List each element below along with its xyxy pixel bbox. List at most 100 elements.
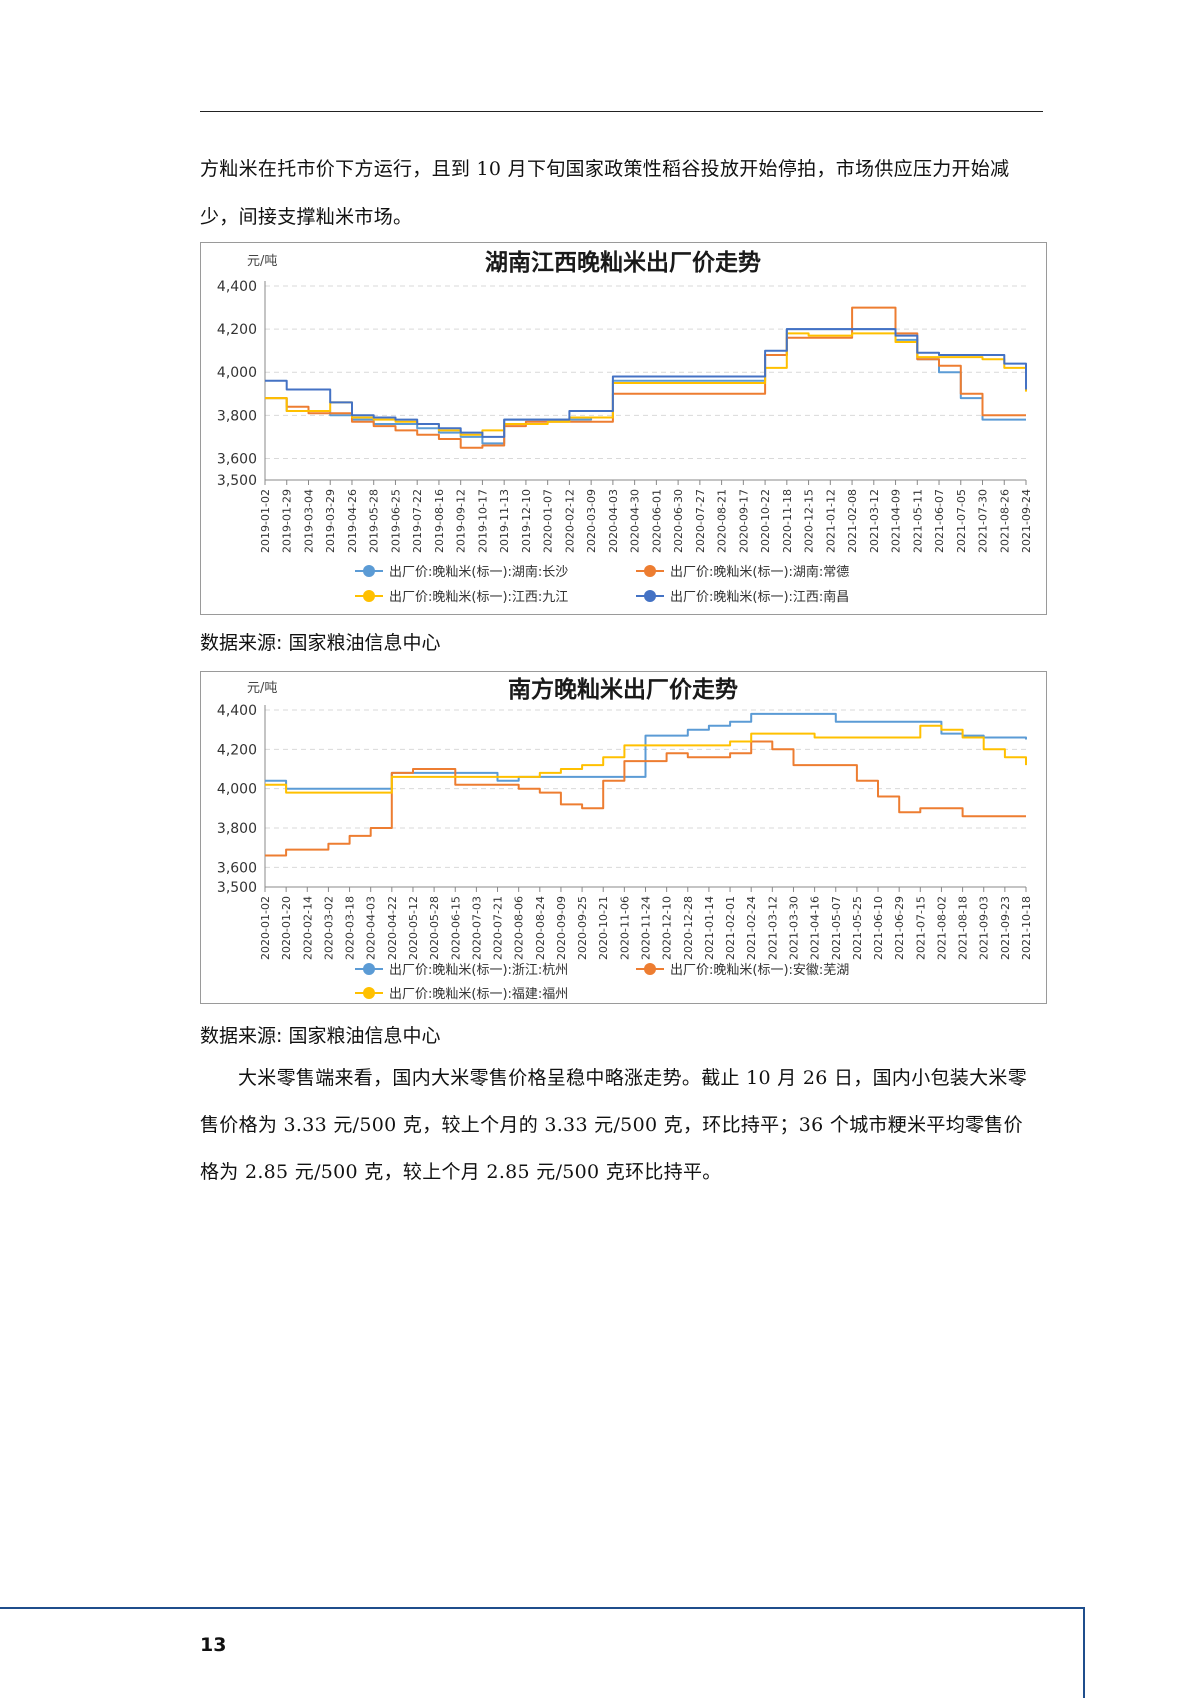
x-tick-label: 2021-06-07 [933, 489, 946, 553]
x-tick-label: 2019-05-28 [368, 489, 381, 553]
y-tick-label: 3,800 [217, 408, 257, 424]
x-tick-label: 2020-04-30 [629, 489, 642, 553]
x-tick-label: 2020-10-21 [597, 896, 610, 960]
x-tick-label: 2020-11-18 [781, 489, 794, 553]
legend-label: 出厂价:晚籼米(标一):江西:南昌 [670, 589, 849, 605]
x-tick-label: 2020-12-10 [661, 896, 674, 960]
header-rule [200, 111, 1043, 112]
x-tick-label: 2021-01-14 [703, 896, 716, 960]
x-tick-label: 2020-08-24 [534, 896, 547, 960]
x-tick-label: 2021-02-24 [745, 896, 758, 960]
y-tick-label: 3,600 [217, 451, 257, 467]
x-tick-label: 2019-03-04 [302, 489, 315, 553]
x-tick-label: 2019-08-16 [433, 489, 446, 553]
legend-label: 出厂价:晚籼米(标一):湖南:常德 [670, 564, 849, 580]
page-number: 13 [200, 1634, 227, 1656]
legend-swatch-dot [363, 590, 375, 602]
chart-southern: 南方晚籼米出厂价走势 元/吨 3,500 3,600 3,800 4,000 4,200 4,… [200, 671, 1047, 1004]
x-tick-label: 2021-09-03 [978, 896, 991, 960]
source-caption-1: 数据来源: 国家粮油信息中心 [200, 632, 441, 654]
x-tick-label: 2021-08-26 [998, 489, 1011, 553]
x-tick-label: 2021-01-12 [824, 489, 837, 553]
y-tick-label: 4,200 [217, 742, 257, 758]
y-tick-label: 4,400 [217, 703, 257, 719]
x-tick-label: 2021-03-12 [868, 489, 881, 553]
x-tick-label: 2019-04-26 [346, 489, 359, 553]
series-line-1 [265, 712, 1027, 790]
x-tick-label: 2020-01-02 [259, 896, 272, 960]
x-tick-label: 2019-10-17 [476, 489, 489, 553]
x-tick-label: 2020-01-20 [280, 896, 293, 960]
x-tick-label: 2021-09-24 [1020, 489, 1033, 553]
x-tick-label: 2020-07-27 [694, 489, 707, 553]
x-tick-label: 2021-09-23 [999, 896, 1012, 960]
legend-label: 出厂价:晚籼米(标一):浙江:杭州 [389, 963, 568, 978]
y-tick-label: 3,500 [217, 473, 257, 489]
y-tick-label: 4,200 [217, 322, 257, 338]
y-tick-label: 4,400 [217, 279, 257, 295]
legend-swatch-dot [363, 963, 375, 975]
x-tick-label: 2021-06-29 [893, 896, 906, 960]
x-tick-label: 2021-03-30 [787, 896, 800, 960]
x-tick-label: 2021-10-18 [1020, 896, 1033, 960]
y-tick-label: 4,000 [217, 365, 257, 381]
x-tick-label: 2020-02-12 [563, 489, 576, 553]
x-tick-label: 2020-03-02 [322, 896, 335, 960]
x-tick-label: 2020-09-17 [737, 489, 750, 553]
x-tick-label: 2021-07-05 [955, 489, 968, 553]
x-tick-label: 2020-04-03 [365, 896, 378, 960]
footer-rule [0, 1607, 1084, 1609]
x-tick-label: 2021-06-10 [872, 896, 885, 960]
x-tick-label: 2020-04-03 [607, 489, 620, 553]
legend-label: 出厂价:晚籼米(标一):湖南:长沙 [389, 564, 568, 580]
legend-label: 出厂价:晚籼米(标一):江西:九江 [389, 590, 568, 605]
x-tick-label: 2021-05-11 [911, 489, 924, 553]
x-tick-label: 2019-07-22 [411, 489, 424, 553]
x-tick-label: 2021-08-18 [957, 896, 970, 960]
x-tick-label: 2020-12-15 [803, 489, 816, 553]
legend-swatch-dot [363, 987, 375, 999]
x-tick-label: 2019-06-25 [389, 489, 402, 553]
chart-svg-1: 湖南江西晚籼米出厂价走势 元/吨 3,500 3,600 3,800 4,000 4,200… [217, 250, 1033, 605]
legend-swatch-dot [644, 590, 656, 602]
x-tick-label: 2020-10-22 [759, 489, 772, 553]
footer-vertical-rule [1083, 1607, 1085, 1698]
x-tick-label: 2020-03-18 [344, 896, 357, 960]
x-tick-label: 2020-05-28 [428, 896, 441, 960]
body-paragraph-2: 大米零售端来看，国内大米零售价格呈稳中略涨走势。截止 10 月 26 日，国内小… [200, 1067, 1028, 1183]
x-tick-label: 2019-03-29 [324, 489, 337, 553]
y-tick-label: 3,500 [217, 880, 257, 896]
x-tick-label: 2020-03-09 [585, 489, 598, 553]
x-tick-label: 2021-04-09 [890, 489, 903, 553]
x-tick-label: 2020-12-28 [682, 896, 695, 960]
x-tick-label: 2021-02-08 [846, 489, 859, 553]
legend-label: 出厂价:晚籼米(标一):福建:福州 [389, 987, 568, 1002]
x-tick-label: 2020-11-06 [618, 896, 631, 960]
source-caption-2: 数据来源: 国家粮油信息中心 [200, 1025, 441, 1047]
legend-swatch-dot [363, 565, 375, 577]
x-tick-label: 2021-05-25 [851, 896, 864, 960]
x-tick-label: 2020-02-14 [301, 896, 314, 960]
x-tick-label: 2021-03-12 [766, 896, 779, 960]
chart-svg-2: 南方晚籼米出厂价走势 元/吨 3,500 3,600 3,800 4,000 4,200 4,… [217, 676, 1033, 1002]
y-unit-label: 元/吨 [247, 681, 277, 696]
x-tick-label: 2020-11-24 [640, 896, 653, 960]
x-tick-label: 2019-11-13 [498, 489, 511, 553]
chart-title: 湖南江西晚籼米出厂价走势 [485, 250, 761, 276]
x-tick-label: 2020-07-21 [492, 896, 505, 960]
x-tick-label: 2019-01-29 [281, 489, 294, 553]
x-tick-label: 2020-06-01 [650, 489, 663, 553]
y-tick-label: 4,000 [217, 782, 257, 798]
x-tick-label: 2021-07-15 [914, 896, 927, 960]
x-tick-label: 2019-01-02 [259, 489, 272, 553]
x-tick-label: 2021-05-07 [830, 896, 843, 960]
x-tick-label: 2020-06-15 [449, 896, 462, 960]
legend-swatch-dot [644, 565, 656, 577]
series-line-2 [265, 740, 1026, 857]
x-tick-label: 2020-09-25 [576, 896, 589, 960]
x-tick-label: 2020-07-03 [470, 896, 483, 960]
x-tick-label: 2021-02-01 [724, 896, 737, 960]
y-tick-label: 3,800 [217, 821, 257, 837]
chart-hunan-jiangxi: 湖南江西晚籼米出厂价走势 元/吨 3,500 3,600 3,800 4,000 4,200… [200, 242, 1047, 615]
x-tick-label: 2021-08-02 [935, 896, 948, 960]
